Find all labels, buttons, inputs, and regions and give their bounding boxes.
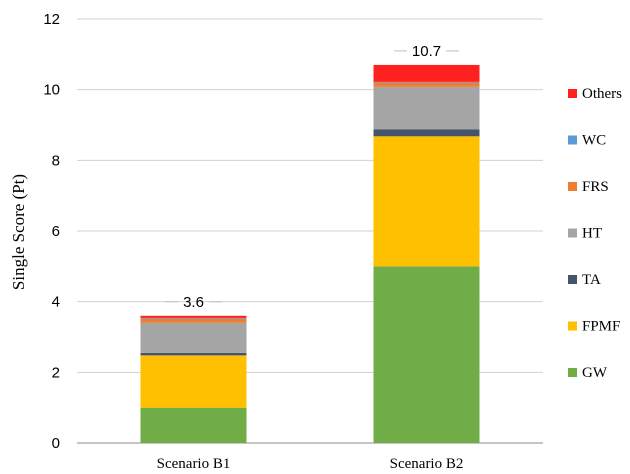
category-labels: Scenario B1 Scenario B2: [157, 456, 464, 472]
bar-segment-fpmf: [140, 355, 247, 408]
bar-segment-wc: [373, 81, 480, 83]
bar-segment-ht: [373, 86, 480, 130]
legend-swatch-ta: [568, 275, 577, 284]
legend: Others WC FRS HT TA FPMF GW: [568, 86, 622, 381]
category-label: Scenario B1: [157, 456, 231, 472]
legend-label-others: Others: [582, 86, 622, 102]
y-tick-label: 10: [43, 82, 60, 99]
bar-segment-others: [373, 64, 480, 82]
total-label: 10.7: [412, 43, 441, 60]
legend-swatch-fpmf: [568, 321, 577, 331]
bar-segment-ht: [140, 322, 247, 353]
y-tick-label: 4: [52, 294, 60, 311]
legend-label-gw: GW: [582, 365, 608, 381]
legend-label-fpmf: FPMF: [582, 319, 620, 335]
bar-segment-others: [140, 315, 247, 318]
bar-segment-frs: [373, 82, 480, 87]
y-tick-label: 8: [52, 152, 60, 169]
total-label: 3.6: [183, 294, 204, 311]
legend-swatch-frs: [568, 182, 577, 191]
y-tick-label: 6: [52, 223, 60, 240]
total-labels: 3.6 10.7: [165, 43, 460, 311]
y-tick-labels: 0 2 4 6 8 10 12: [43, 11, 60, 452]
bar-segment-gw: [140, 407, 247, 443]
bars: [140, 64, 480, 443]
legend-label-ht: HT: [582, 226, 602, 242]
y-tick-label: 2: [52, 364, 60, 381]
legend-label-frs: FRS: [582, 179, 609, 195]
legend-swatch-gw: [568, 368, 577, 377]
y-axis-title: Single Score (Pt): [9, 174, 28, 290]
y-tick-label: 0: [52, 435, 60, 452]
bar-segment-gw: [373, 266, 480, 443]
bar-segment-ta: [373, 129, 480, 137]
legend-swatch-others: [568, 89, 577, 98]
bar-segment-ta: [140, 352, 247, 356]
category-label: Scenario B2: [390, 456, 464, 472]
bar-segment-wc: [140, 317, 247, 319]
legend-swatch-ht: [568, 228, 577, 238]
legend-label-wc: WC: [582, 133, 606, 149]
bar-segment-fpmf: [373, 136, 480, 267]
y-tick-label: 12: [43, 11, 60, 28]
legend-swatch-wc: [568, 135, 577, 145]
bar-segment-frs: [140, 318, 247, 323]
legend-label-ta: TA: [582, 272, 601, 288]
